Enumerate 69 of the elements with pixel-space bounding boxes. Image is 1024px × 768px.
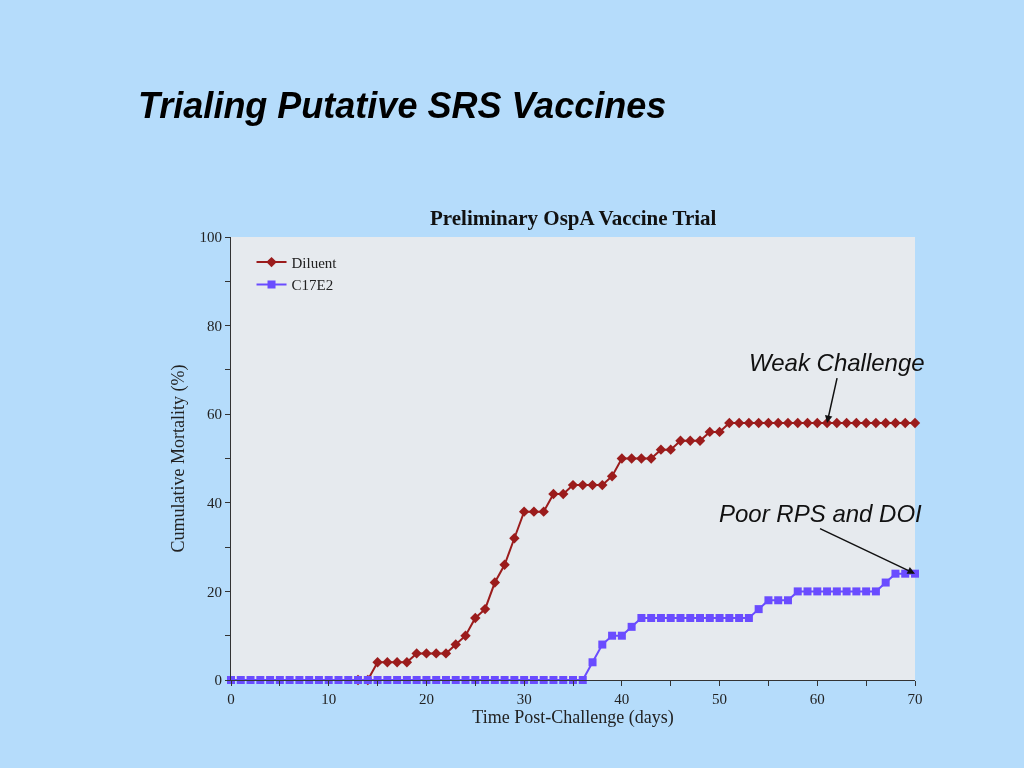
point xyxy=(460,630,471,641)
point xyxy=(597,479,608,491)
point xyxy=(675,435,686,446)
y-tick-label: 40 xyxy=(207,495,222,512)
point xyxy=(636,453,647,464)
point xyxy=(548,488,559,500)
chart-subtitle: Preliminary OspA Vaccine Trial xyxy=(430,206,717,230)
x-tick-label: 20 xyxy=(418,691,434,707)
point xyxy=(489,577,501,588)
point xyxy=(391,657,403,668)
point xyxy=(812,417,823,429)
point xyxy=(440,648,452,659)
point xyxy=(685,435,696,446)
point xyxy=(704,426,715,438)
y-tick-label: 0 xyxy=(214,672,222,689)
point xyxy=(714,426,725,438)
point xyxy=(587,479,598,491)
point xyxy=(900,417,911,429)
y-axis-title: Cumulative Mortality (%) xyxy=(167,364,189,553)
annotation: Poor RPS and DOI xyxy=(719,500,923,527)
point xyxy=(470,612,481,624)
point xyxy=(499,559,510,571)
x-tick-label: 60 xyxy=(809,691,825,707)
point xyxy=(518,506,530,517)
point xyxy=(421,648,432,659)
y-tick-label: 80 xyxy=(207,317,222,334)
point xyxy=(538,506,549,517)
legend-label: Diluent xyxy=(291,254,338,271)
x-tick-label: 50 xyxy=(712,691,728,707)
point xyxy=(528,506,540,517)
point xyxy=(851,417,862,429)
point xyxy=(880,417,891,429)
point xyxy=(626,453,637,464)
point xyxy=(411,648,422,659)
point xyxy=(773,417,784,429)
point xyxy=(655,444,667,455)
point xyxy=(450,639,461,650)
x-axis-title: Time Post-Challenge (days) xyxy=(472,707,674,729)
x-tick-label: 40 xyxy=(614,691,630,707)
point xyxy=(372,657,383,668)
point xyxy=(753,417,764,429)
point xyxy=(479,603,491,615)
point xyxy=(802,417,813,429)
point xyxy=(890,417,901,429)
point xyxy=(841,417,852,429)
x-tick-label: 10 xyxy=(321,691,337,707)
point xyxy=(792,417,803,429)
point xyxy=(431,648,442,659)
x-tick-label: 70 xyxy=(907,691,923,707)
point xyxy=(577,479,588,491)
point xyxy=(382,657,393,668)
point xyxy=(558,488,569,500)
chart-title: Trialing Putative SRS Vaccines xyxy=(138,85,667,126)
x-tick-label: 0 xyxy=(227,691,235,707)
annotation: Weak Challenge xyxy=(749,349,925,376)
point xyxy=(694,435,706,446)
y-tick-label: 100 xyxy=(199,229,222,246)
point xyxy=(606,471,618,482)
point xyxy=(401,657,413,668)
point xyxy=(616,453,628,464)
y-tick-label: 60 xyxy=(207,406,222,423)
point xyxy=(665,444,676,455)
legend-label: C17E2 xyxy=(291,277,334,294)
point xyxy=(724,417,735,429)
point xyxy=(763,417,774,429)
point xyxy=(509,533,520,544)
y-tick-label: 20 xyxy=(207,583,222,600)
x-tick-label: 30 xyxy=(516,691,532,707)
point xyxy=(645,453,657,464)
